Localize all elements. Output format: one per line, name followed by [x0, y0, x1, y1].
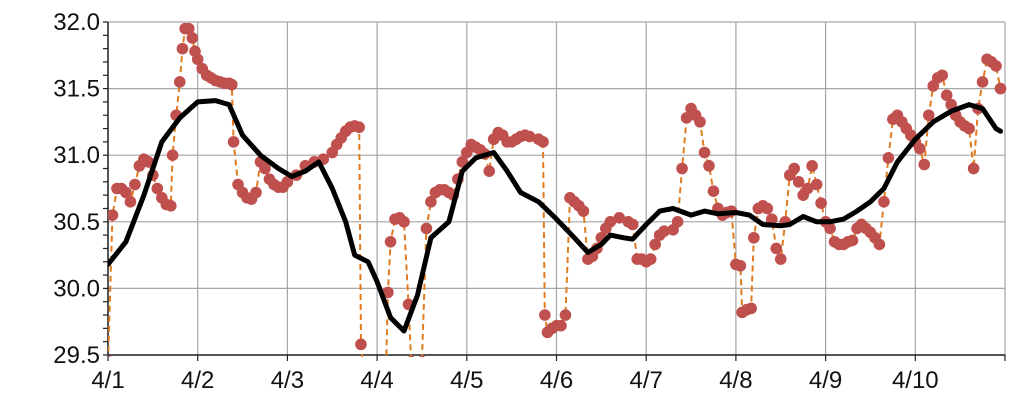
data-point — [420, 222, 433, 235]
data-point — [142, 156, 155, 168]
y-tick-label: 29.5 — [53, 342, 100, 369]
data-point — [483, 165, 496, 177]
data-point — [824, 222, 836, 235]
x-tick-label: 4/8 — [719, 367, 752, 394]
x-tick-label: 4/4 — [360, 367, 393, 394]
data-point — [626, 218, 639, 231]
x-tick-label: 4/1 — [91, 367, 124, 394]
data-point — [788, 162, 801, 175]
data-point — [734, 259, 747, 272]
data-point — [398, 216, 410, 228]
data-point — [792, 176, 805, 188]
data-point — [225, 78, 238, 91]
data-point — [698, 146, 711, 159]
data-point — [676, 162, 688, 175]
data-point — [537, 136, 549, 148]
data-point — [613, 212, 626, 224]
data-point — [108, 209, 119, 221]
data-point — [191, 53, 204, 66]
raw-series-points — [108, 22, 1007, 357]
data-point — [281, 176, 294, 188]
data-point — [523, 130, 536, 143]
smooth-series-line — [108, 98, 1003, 334]
x-tick-label: 4/3 — [271, 367, 304, 394]
data-point — [559, 309, 572, 321]
data-point — [250, 186, 262, 199]
data-point — [649, 238, 661, 251]
data-point — [913, 142, 926, 155]
data-point — [801, 182, 814, 195]
data-point — [418, 355, 426, 357]
data-point — [765, 213, 778, 225]
data-point — [936, 69, 949, 82]
x-tick-label: 4/6 — [540, 367, 573, 394]
data-point — [707, 185, 720, 197]
data-point — [176, 42, 189, 55]
x-tick-label: 4/5 — [450, 367, 483, 394]
data-point — [882, 152, 895, 164]
data-point — [963, 122, 975, 135]
x-tick-label: 4/7 — [630, 367, 663, 394]
x-tick-label: 4/2 — [181, 367, 214, 394]
series-layer — [108, 22, 1007, 357]
data-point — [120, 186, 132, 199]
data-point — [806, 160, 818, 172]
y-tick-label: 31.0 — [53, 142, 100, 169]
data-point — [940, 89, 953, 102]
data-point — [456, 156, 469, 168]
data-point — [815, 197, 827, 209]
data-point — [976, 76, 989, 88]
data-point — [658, 225, 670, 237]
y-tick-label: 31.5 — [53, 76, 100, 103]
data-point — [810, 178, 823, 191]
data-point — [671, 216, 684, 228]
data-point — [555, 319, 567, 332]
data-point — [164, 200, 177, 212]
data-point — [151, 182, 164, 195]
data-point — [680, 112, 693, 124]
x-tick-label: 4/10 — [892, 367, 939, 394]
data-point — [644, 253, 657, 265]
data-point — [918, 158, 931, 171]
data-point — [846, 234, 859, 247]
y-tick-label: 30.5 — [53, 209, 100, 236]
data-point — [748, 231, 760, 244]
data-point — [990, 60, 1002, 72]
data-point — [124, 196, 137, 208]
data-point — [425, 196, 437, 208]
data-point — [173, 76, 186, 88]
data-point — [873, 238, 886, 251]
data-point — [108, 355, 112, 357]
data-point — [761, 202, 774, 215]
data-point — [745, 302, 757, 315]
data-point — [186, 32, 199, 44]
data-point — [703, 160, 715, 172]
data-point — [694, 116, 706, 128]
y-tick-label: 32.0 — [53, 9, 100, 36]
data-point — [407, 355, 415, 357]
y-axis: 29.5 30.0 30.5 31.0 31.5 32.0 — [53, 9, 109, 369]
data-point — [994, 82, 1007, 95]
data-point — [774, 253, 787, 265]
data-point — [355, 338, 367, 351]
data-point — [353, 121, 365, 134]
data-point — [182, 22, 195, 35]
data-point — [129, 178, 141, 191]
y-tick-label: 30.0 — [53, 275, 100, 302]
data-point — [967, 162, 980, 175]
x-tick-label: 4/9 — [809, 367, 842, 394]
data-point — [577, 205, 590, 217]
x-axis: 4/1 4/2 4/3 4/4 4/5 4/6 4/7 4/8 4/9 4/10 — [91, 354, 1006, 394]
data-point — [384, 235, 397, 248]
data-point — [382, 286, 394, 299]
data-point — [259, 162, 271, 175]
data-point — [166, 149, 179, 161]
data-point — [878, 196, 890, 208]
data-point — [770, 242, 783, 255]
data-point — [922, 109, 935, 122]
data-point — [539, 309, 551, 321]
data-point — [604, 216, 617, 228]
data-point — [227, 136, 240, 148]
